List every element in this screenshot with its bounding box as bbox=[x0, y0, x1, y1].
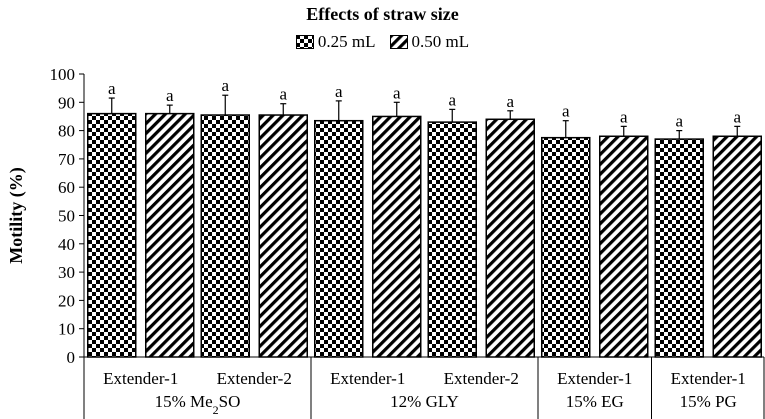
bar bbox=[200, 114, 250, 358]
bar bbox=[427, 121, 477, 358]
y-tick-label: 20 bbox=[58, 291, 75, 310]
legend-label-1: 0.50 mL bbox=[411, 32, 470, 51]
bar bbox=[712, 135, 762, 358]
legend-swatch-hatch bbox=[389, 35, 408, 49]
significance-label: a bbox=[675, 112, 683, 131]
significance-label: a bbox=[506, 92, 514, 111]
bar bbox=[599, 135, 649, 358]
chart-title: Effects of straw size bbox=[306, 4, 459, 24]
y-tick-label: 90 bbox=[58, 93, 75, 112]
significance-label: a bbox=[221, 76, 229, 95]
category-label: Extender-1 bbox=[557, 369, 632, 388]
chart-legend: 0.25 mL 0.50 mL bbox=[0, 32, 765, 52]
significance-label: a bbox=[335, 82, 343, 101]
significance-label: a bbox=[279, 85, 287, 104]
bar bbox=[372, 115, 422, 358]
legend-item-1: 0.50 mL bbox=[389, 32, 470, 52]
category-label: Extender-1 bbox=[103, 369, 178, 388]
group-label: 15% EG bbox=[566, 392, 624, 411]
y-tick-label: 0 bbox=[67, 348, 76, 367]
significance-label: a bbox=[393, 83, 401, 102]
group-label: 12% GLY bbox=[390, 392, 459, 411]
legend-swatch-checker bbox=[295, 35, 314, 49]
bar bbox=[485, 118, 535, 358]
bar bbox=[314, 119, 364, 358]
category-label: Extender-2 bbox=[444, 369, 519, 388]
y-tick-label: 100 bbox=[50, 65, 76, 84]
legend-item-0: 0.25 mL bbox=[295, 32, 376, 52]
significance-label: a bbox=[166, 86, 174, 105]
category-label: Extender-1 bbox=[330, 369, 405, 388]
y-tick-label: 70 bbox=[58, 150, 75, 169]
significance-label: a bbox=[562, 102, 570, 121]
y-tick-label: 80 bbox=[58, 122, 75, 141]
y-tick-label: 50 bbox=[58, 207, 75, 226]
bar bbox=[654, 138, 704, 358]
significance-label: a bbox=[448, 90, 456, 109]
category-label: Extender-2 bbox=[217, 369, 292, 388]
y-tick-label: 60 bbox=[58, 178, 75, 197]
bar bbox=[87, 112, 137, 358]
category-label: Extender-1 bbox=[671, 369, 746, 388]
bar bbox=[258, 114, 308, 358]
bar bbox=[541, 136, 591, 358]
significance-label: a bbox=[108, 79, 116, 98]
legend-label-0: 0.25 mL bbox=[317, 32, 376, 51]
y-axis-label: Motility (%) bbox=[6, 167, 27, 263]
group-label: 15% Me2SO bbox=[155, 392, 241, 417]
significance-label: a bbox=[620, 107, 628, 126]
group-label: 15% PG bbox=[680, 392, 737, 411]
significance-label: a bbox=[733, 107, 741, 126]
y-tick-label: 40 bbox=[58, 235, 75, 254]
y-tick-label: 30 bbox=[58, 263, 75, 282]
bar bbox=[145, 112, 195, 358]
y-tick-label: 10 bbox=[58, 320, 75, 339]
